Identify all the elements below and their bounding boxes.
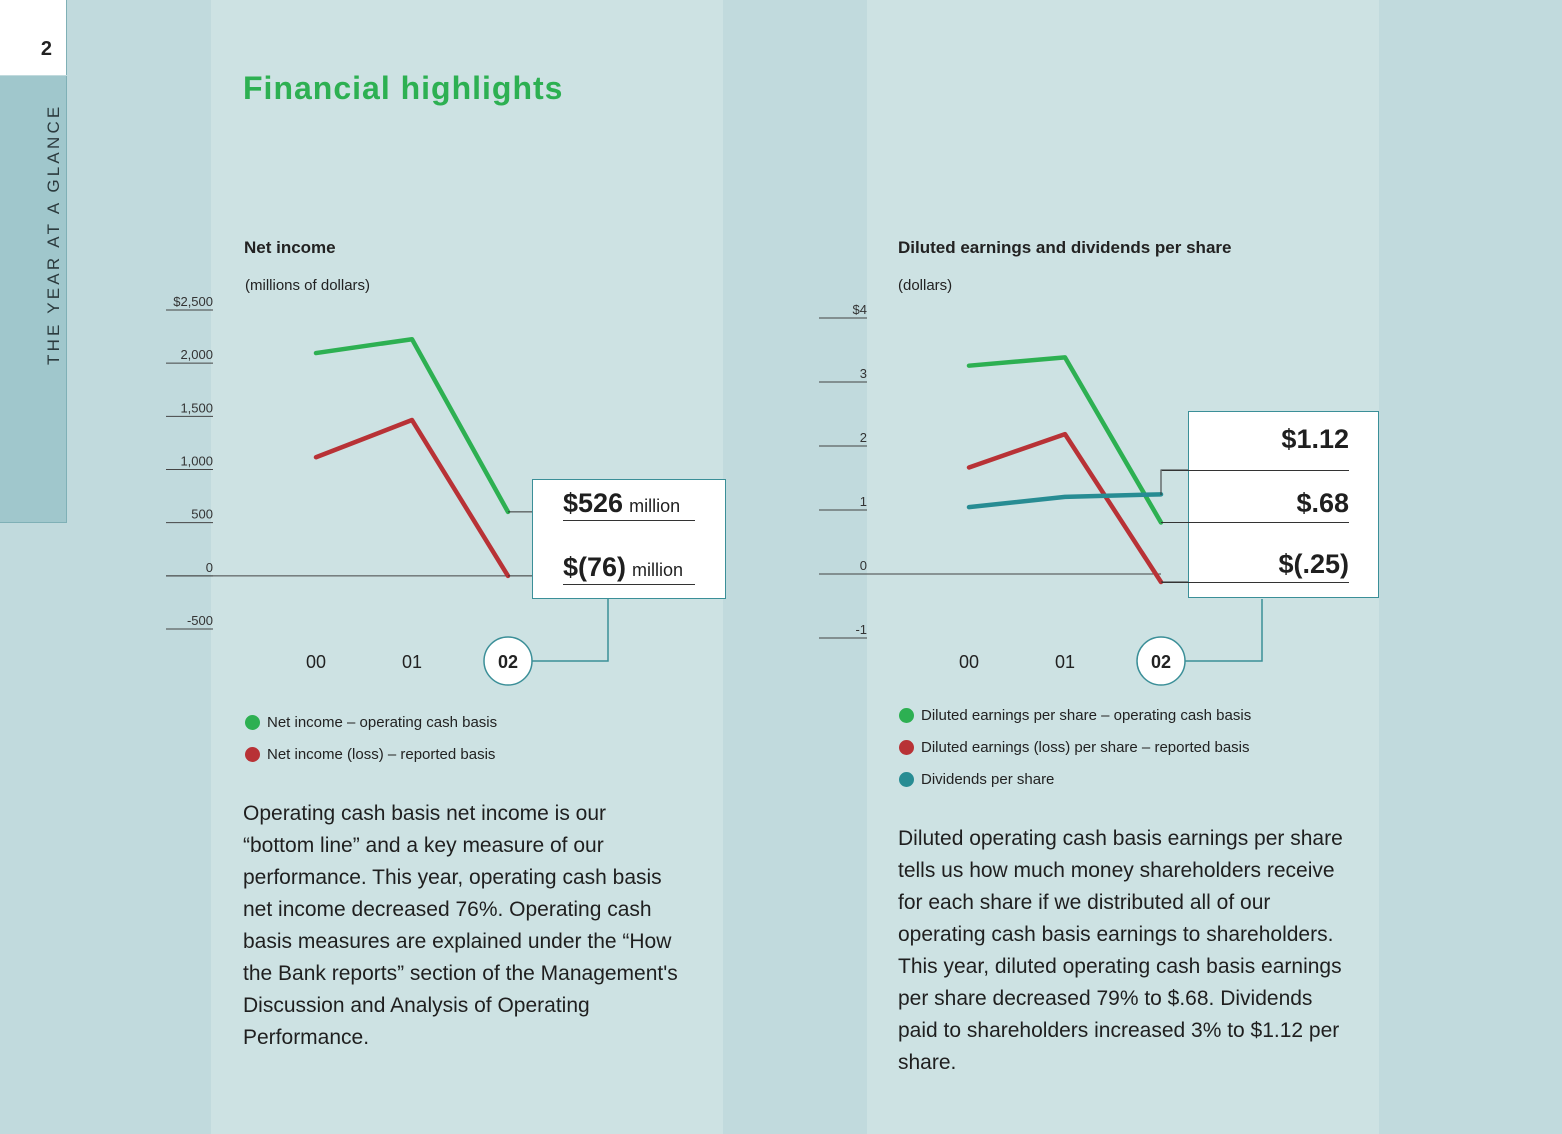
series-line-2 bbox=[966, 431, 1164, 585]
legend-item: Dividends per share bbox=[899, 763, 1251, 795]
y-tick-label: 1,000 bbox=[180, 454, 213, 469]
teal-dot-icon bbox=[899, 771, 914, 787]
page-title: Financial highlights bbox=[243, 70, 564, 106]
net-income-callout-reported: $(76) million bbox=[563, 552, 683, 583]
callout-rule bbox=[1162, 522, 1349, 523]
y-tick-label: 0 bbox=[860, 558, 867, 573]
y-tick-label: 1,500 bbox=[180, 400, 213, 415]
page-number: 2 bbox=[40, 38, 52, 60]
eps-callout-operating: $.68 bbox=[1296, 488, 1349, 519]
net-income-legend: Net income – operating cash basis Net in… bbox=[245, 706, 497, 770]
eps-chart-subtitle: (dollars) bbox=[898, 277, 953, 294]
callout-unit: million bbox=[632, 560, 684, 580]
y-tick-label: $2,500 bbox=[173, 294, 213, 309]
net-income-callout: $526 million $(76) million bbox=[532, 479, 726, 599]
callout-value: $1.12 bbox=[1281, 424, 1349, 454]
y-tick-label: 3 bbox=[860, 366, 867, 381]
eps-callout-reported: $(.25) bbox=[1278, 549, 1349, 580]
green-dot-icon bbox=[245, 714, 260, 730]
callout-leader bbox=[1160, 469, 1188, 495]
x-tick-label: 02 bbox=[498, 652, 518, 672]
y-tick-label: $4 bbox=[853, 302, 867, 317]
y-tick-label: 1 bbox=[860, 494, 867, 509]
series-line-1 bbox=[966, 355, 1164, 525]
eps-legend: Diluted earnings per share – operating c… bbox=[899, 699, 1251, 795]
page-number-box: 2 bbox=[0, 0, 67, 75]
net-income-callout-operating: $526 million bbox=[563, 488, 680, 519]
y-tick-label: -500 bbox=[187, 613, 213, 628]
eps-description: Diluted operating cash basis earnings pe… bbox=[898, 827, 1343, 1074]
eps-callout-dividends: $1.12 bbox=[1281, 424, 1349, 455]
callout-connector bbox=[1185, 599, 1263, 662]
net-income-chart-title: Net income bbox=[244, 238, 336, 257]
x-tick-label: 00 bbox=[959, 652, 979, 672]
callout-rule bbox=[1162, 582, 1349, 583]
callout-value: $(76) bbox=[563, 552, 627, 582]
series-line-1 bbox=[313, 336, 511, 515]
callout-connector bbox=[532, 599, 609, 662]
red-dot-icon bbox=[245, 746, 260, 762]
y-tick-label: 2 bbox=[860, 430, 867, 445]
series-line-2 bbox=[313, 417, 511, 579]
callout-value: $526 bbox=[563, 488, 624, 518]
callout-rule bbox=[563, 520, 695, 521]
y-tick-label: 500 bbox=[191, 507, 213, 522]
y-tick-label: 0 bbox=[206, 560, 213, 575]
net-income-chart-subtitle: (millions of dollars) bbox=[245, 277, 371, 294]
legend-item: Diluted earnings (loss) per share – repo… bbox=[899, 731, 1251, 763]
callout-value: $(.25) bbox=[1278, 549, 1349, 579]
section-tab bbox=[0, 76, 67, 523]
x-tick-label: 02 bbox=[1151, 652, 1171, 672]
legend-label: Diluted earnings (loss) per share – repo… bbox=[921, 738, 1250, 756]
legend-label: Diluted earnings per share – operating c… bbox=[921, 706, 1252, 724]
legend-item: Diluted earnings per share – operating c… bbox=[899, 699, 1251, 731]
eps-chart-title: Diluted earnings and dividends per share bbox=[898, 238, 1232, 257]
x-tick-label: 01 bbox=[402, 652, 422, 672]
y-tick-label: -1 bbox=[855, 622, 867, 637]
y-tick-label: 2,000 bbox=[180, 347, 213, 362]
legend-label: Net income – operating cash basis bbox=[267, 713, 498, 731]
series-line-3 bbox=[966, 492, 1164, 510]
callout-rule bbox=[1162, 470, 1349, 471]
callout-rule bbox=[563, 584, 695, 585]
x-tick-label: 00 bbox=[306, 652, 326, 672]
callout-value: $.68 bbox=[1296, 488, 1349, 518]
green-dot-icon bbox=[899, 707, 914, 723]
legend-label: Net income (loss) – reported basis bbox=[267, 745, 496, 763]
callout-unit: million bbox=[629, 496, 681, 516]
net-income-description: Operating cash basis net income is our “… bbox=[243, 802, 678, 1049]
eps-callout: $1.12 $.68 $(.25) bbox=[1162, 411, 1379, 598]
legend-label: Dividends per share bbox=[921, 770, 1055, 788]
x-tick-label: 01 bbox=[1055, 652, 1075, 672]
legend-item: Net income – operating cash basis bbox=[245, 706, 497, 738]
legend-item: Net income (loss) – reported basis bbox=[245, 738, 497, 770]
red-dot-icon bbox=[899, 739, 914, 755]
